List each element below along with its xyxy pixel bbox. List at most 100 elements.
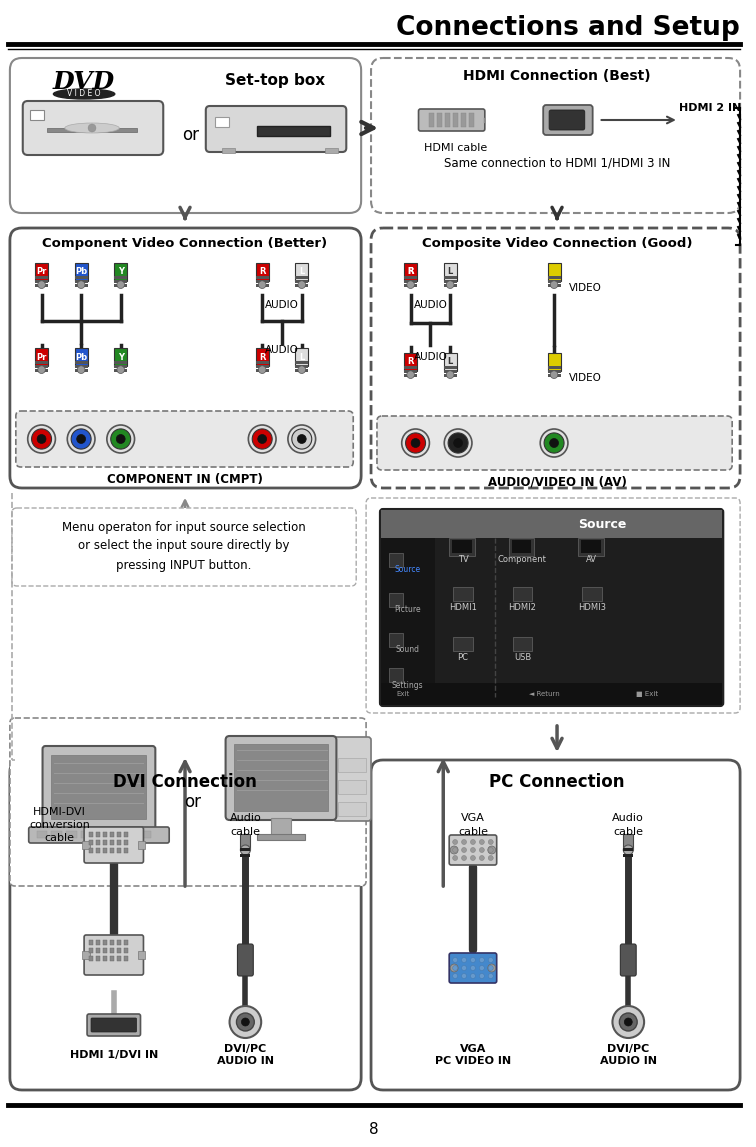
Bar bbox=[114, 369, 127, 372]
Circle shape bbox=[488, 846, 496, 855]
Text: HDMI 2 IN: HDMI 2 IN bbox=[679, 103, 741, 114]
Bar bbox=[296, 361, 308, 364]
Text: HDMI3: HDMI3 bbox=[578, 602, 606, 611]
Circle shape bbox=[453, 974, 457, 978]
Bar bbox=[240, 834, 250, 850]
Circle shape bbox=[240, 845, 250, 855]
Bar bbox=[296, 280, 308, 283]
Text: USB: USB bbox=[514, 653, 531, 662]
Bar bbox=[81, 830, 92, 838]
Bar bbox=[222, 148, 235, 153]
Circle shape bbox=[479, 974, 485, 978]
Bar bbox=[51, 830, 62, 838]
Circle shape bbox=[462, 974, 466, 978]
Bar bbox=[339, 780, 366, 794]
Circle shape bbox=[411, 438, 420, 447]
FancyBboxPatch shape bbox=[371, 58, 740, 213]
Circle shape bbox=[298, 366, 305, 374]
Bar bbox=[444, 263, 457, 281]
Bar bbox=[449, 538, 475, 556]
FancyBboxPatch shape bbox=[621, 944, 637, 976]
Circle shape bbox=[297, 435, 306, 444]
Circle shape bbox=[407, 370, 414, 379]
Bar bbox=[110, 840, 114, 845]
Bar bbox=[624, 834, 634, 850]
Text: V I D E O: V I D E O bbox=[67, 89, 101, 99]
Bar bbox=[444, 370, 457, 373]
Bar bbox=[103, 840, 107, 845]
Bar bbox=[124, 840, 128, 845]
Circle shape bbox=[110, 429, 131, 450]
Text: L: L bbox=[299, 352, 305, 361]
Bar bbox=[89, 955, 93, 961]
Bar bbox=[429, 114, 435, 127]
Text: PC: PC bbox=[457, 653, 469, 662]
Text: Sound: Sound bbox=[395, 646, 420, 655]
Circle shape bbox=[550, 370, 558, 379]
Text: AUDIO: AUDIO bbox=[414, 352, 448, 362]
Bar bbox=[509, 538, 534, 556]
Circle shape bbox=[76, 435, 85, 444]
Bar bbox=[296, 365, 308, 368]
Circle shape bbox=[453, 856, 457, 860]
FancyBboxPatch shape bbox=[16, 411, 353, 467]
FancyBboxPatch shape bbox=[10, 228, 361, 487]
Circle shape bbox=[445, 429, 472, 457]
FancyBboxPatch shape bbox=[84, 827, 144, 863]
FancyBboxPatch shape bbox=[10, 58, 361, 213]
Bar bbox=[547, 263, 561, 281]
Text: L: L bbox=[448, 267, 453, 276]
Bar bbox=[75, 276, 88, 279]
Circle shape bbox=[479, 966, 485, 970]
Text: R: R bbox=[259, 267, 265, 276]
Circle shape bbox=[298, 281, 305, 289]
Bar bbox=[29, 110, 44, 120]
Text: TV: TV bbox=[457, 555, 469, 564]
Text: Pr: Pr bbox=[36, 352, 47, 361]
FancyBboxPatch shape bbox=[449, 953, 497, 983]
Ellipse shape bbox=[65, 123, 119, 133]
Bar bbox=[404, 276, 417, 279]
Bar bbox=[110, 848, 114, 853]
Circle shape bbox=[292, 429, 311, 450]
Bar bbox=[445, 114, 450, 127]
Bar bbox=[110, 949, 114, 953]
Bar bbox=[240, 855, 250, 857]
Bar bbox=[404, 353, 417, 370]
Circle shape bbox=[77, 281, 85, 289]
FancyBboxPatch shape bbox=[23, 101, 163, 155]
Bar bbox=[75, 284, 88, 287]
Bar bbox=[103, 941, 107, 945]
FancyBboxPatch shape bbox=[42, 746, 155, 830]
Text: Audio
cable: Audio cable bbox=[612, 813, 644, 836]
Bar bbox=[110, 941, 114, 945]
Bar bbox=[114, 284, 127, 287]
Circle shape bbox=[624, 845, 634, 855]
Bar bbox=[513, 587, 532, 601]
Bar bbox=[404, 263, 417, 281]
Bar bbox=[296, 263, 308, 281]
Circle shape bbox=[488, 856, 493, 860]
Bar bbox=[624, 855, 634, 857]
Bar bbox=[296, 276, 308, 279]
FancyBboxPatch shape bbox=[449, 835, 497, 865]
Text: Component Video Connection (Better): Component Video Connection (Better) bbox=[42, 237, 327, 250]
Circle shape bbox=[479, 856, 485, 860]
Bar bbox=[389, 668, 403, 682]
Bar bbox=[444, 280, 457, 283]
Bar bbox=[124, 955, 128, 961]
Circle shape bbox=[488, 966, 493, 970]
Text: AUDIO: AUDIO bbox=[265, 301, 299, 310]
Circle shape bbox=[612, 1006, 644, 1038]
Text: VGA
PC VIDEO IN: VGA PC VIDEO IN bbox=[435, 1044, 511, 1067]
Bar bbox=[581, 540, 600, 553]
Circle shape bbox=[453, 848, 457, 852]
Circle shape bbox=[550, 281, 558, 289]
Circle shape bbox=[550, 438, 559, 447]
Circle shape bbox=[541, 429, 568, 457]
Circle shape bbox=[258, 435, 267, 444]
Circle shape bbox=[450, 963, 458, 972]
Bar bbox=[75, 280, 88, 283]
Bar bbox=[257, 126, 330, 136]
Circle shape bbox=[38, 281, 45, 289]
